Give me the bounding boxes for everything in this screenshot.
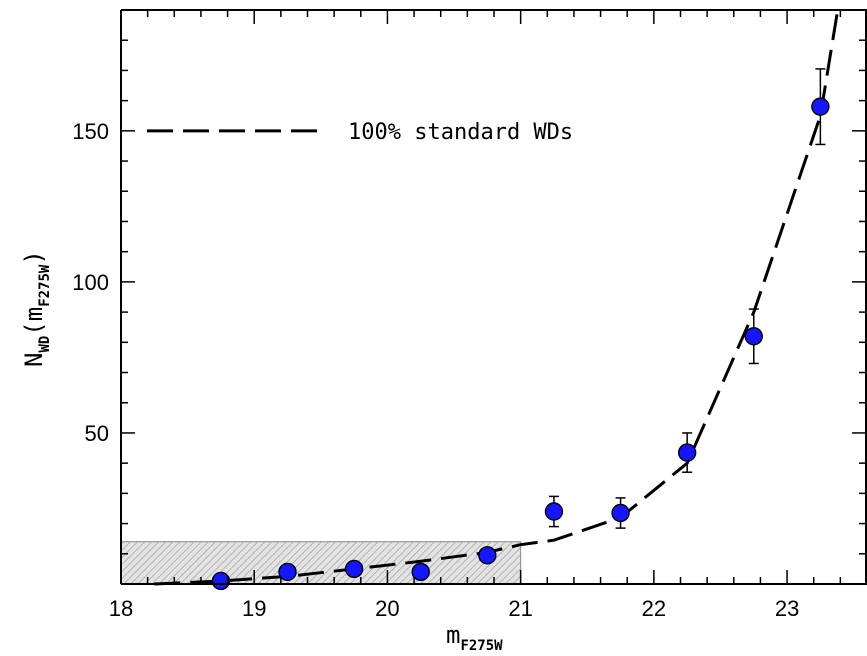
x-tick-label: 22 [642,596,666,621]
data-point-4 [478,546,497,565]
data-point-2 [344,559,364,579]
legend-label: 100% standard WDs [348,120,573,145]
data-point-7 [677,443,697,462]
x-tick-label: 19 [242,596,266,621]
data-point-9 [811,97,830,116]
y-tick-label: 150 [72,119,109,144]
y-tick-label: 50 [85,421,109,446]
x-tick-label: 20 [375,596,399,621]
data-point-0 [211,571,231,591]
x-tick-label: 23 [775,596,799,621]
model-line-standard-wds [154,9,840,586]
shaded-region [120,541,522,585]
x-tick-label: 18 [109,596,133,621]
data-point-8 [744,327,763,346]
data-point-3 [411,562,430,582]
data-point-1 [278,562,297,582]
data-point-6 [611,503,630,523]
legend: 100% standard WDs [147,120,573,145]
data-point-5 [544,502,564,521]
x-tick-label: 21 [508,596,532,621]
y-axis-label: NWD(mF275W) [20,250,53,367]
x-axis-label: mF275W [446,621,503,654]
y-tick-label: 100 [72,270,109,295]
